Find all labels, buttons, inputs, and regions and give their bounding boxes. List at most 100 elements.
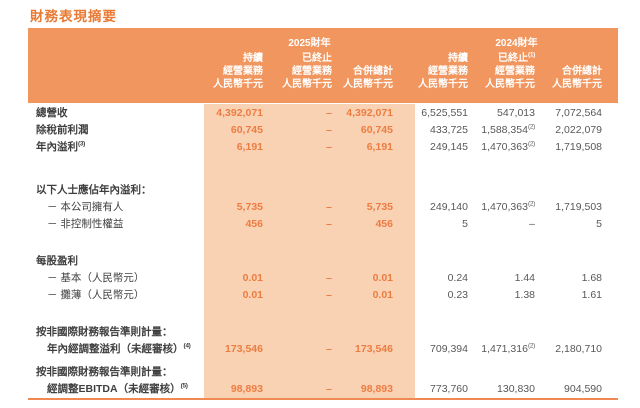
table-row: 經調整EBITDA（未經審核）(5) 98,893 – 98,893 773,7… xyxy=(28,381,618,398)
cell-fy2024-continuing: 773,760 xyxy=(430,383,468,395)
cell-fy2024-continuing: 709,394 xyxy=(430,343,468,355)
spacer-row xyxy=(28,156,618,182)
cell-fy2024-continuing: 6,525,551 xyxy=(421,107,468,119)
section-header-row: 每股盈利 xyxy=(28,253,618,270)
row-label: 年內溢利(3) xyxy=(36,140,86,153)
cell-fy2025-continuing: 5,735 xyxy=(236,201,263,213)
row-label: － 本公司擁有人 xyxy=(47,201,124,213)
cell-fy2024-continuing: 249,140 xyxy=(430,201,468,213)
cell-fy2025-discontinued: – xyxy=(326,218,332,230)
cell-fy2025-total: 98,893 xyxy=(360,383,393,395)
cell-fy2025-continuing: 6,191 xyxy=(236,141,263,153)
column-header-row: 持續 經營業務 人民幣千元 已終止 經營業務 人民幣千元 合併總計 人民幣千元 … xyxy=(28,52,618,91)
section-label: 按非國際財務報告準則計量： xyxy=(36,326,173,338)
section-header-row: 按非國際財務報告準則計量： xyxy=(28,324,618,341)
column-header-label-spacer xyxy=(28,52,204,91)
cell-fy2024-discontinued: 1,470,363(2) xyxy=(481,140,535,153)
spacer-row xyxy=(28,233,618,253)
row-label: － 基本（人民幣元） xyxy=(47,272,145,284)
table-row: 年內溢利(3) 6,191 – 6,191 249,145 1,470,363(… xyxy=(28,139,618,156)
table-row: － 非控制性權益 456 – 456 5 – 5 xyxy=(28,216,618,233)
financial-summary-table: 2025財年 2024財年 持續 經營業務 人民幣千元 已終止 經營業務 人民幣… xyxy=(28,28,618,400)
spacer-row xyxy=(28,304,618,324)
column-header-fy2024-continuing: 持續 經營業務 人民幣千元 xyxy=(418,53,468,90)
column-header-fy2025-discontinued: 已終止 經營業務 人民幣千元 xyxy=(282,53,332,90)
row-label: 年內經調整溢利（未經審核）(4) xyxy=(47,342,191,355)
cell-fy2024-total: 1.61 xyxy=(581,289,602,301)
row-label: 經調整EBITDA（未經審核）(5) xyxy=(47,382,188,395)
cell-fy2025-continuing: 0.01 xyxy=(242,289,263,301)
cell-fy2025-discontinued: – xyxy=(326,383,332,395)
column-header-fy2024-discontinued: 已終止(1) 經營業務 人民幣千元 xyxy=(485,51,535,90)
section-header-row: 按非國際財務報告準則計量： xyxy=(28,364,618,381)
cell-fy2025-continuing: 173,546 xyxy=(225,343,263,355)
cell-fy2024-discontinued: 1.44 xyxy=(514,272,535,284)
table-body: 總營收 4,392,071 – 4,392,071 6,525,551 547,… xyxy=(28,105,618,398)
column-header-fy2025-total: 合併總計 人民幣千元 xyxy=(343,66,393,90)
cell-fy2024-total: 5 xyxy=(596,218,602,230)
cell-fy2024-total: 1.68 xyxy=(581,272,602,284)
highlight-column-fy2025 xyxy=(204,104,415,398)
table-row: 年內經調整溢利（未經審核）(4) 173,546 – 173,546 709,3… xyxy=(28,341,618,358)
cell-fy2025-discontinued: – xyxy=(326,272,332,284)
table-row: － 攤薄（人民幣元） 0.01 – 0.01 0.23 1.38 1.61 xyxy=(28,287,618,304)
row-label: － 攤薄（人民幣元） xyxy=(47,289,145,301)
year-header-row: 2025財年 2024財年 xyxy=(28,36,618,52)
table-header: 2025財年 2024財年 持續 經營業務 人民幣千元 已終止 經營業務 人民幣… xyxy=(28,28,618,103)
section-label: 以下人士應佔年內溢利： xyxy=(36,184,152,196)
header-fy2025: 2025財年 xyxy=(288,38,331,49)
table-row: 除稅前利潤 60,745 – 60,745 433,725 1,588,354(… xyxy=(28,122,618,139)
cell-fy2025-continuing: 4,392,071 xyxy=(216,107,263,119)
header-fy2024: 2024財年 xyxy=(495,38,538,49)
cell-fy2024-total: 2,180,710 xyxy=(555,343,602,355)
table-row: － 本公司擁有人 5,735 – 5,735 249,140 1,470,363… xyxy=(28,199,618,216)
cell-fy2024-discontinued: – xyxy=(529,218,535,230)
cell-fy2025-total: 0.01 xyxy=(372,289,393,301)
page-title: 財務表現摘要 xyxy=(30,9,117,24)
table-row: 總營收 4,392,071 – 4,392,071 6,525,551 547,… xyxy=(28,105,618,122)
cell-fy2025-continuing: 0.01 xyxy=(242,272,263,284)
cell-fy2024-total: 1,719,503 xyxy=(555,201,602,213)
cell-fy2024-total: 2,022,079 xyxy=(555,124,602,136)
section-header-row: 以下人士應佔年內溢利： xyxy=(28,182,618,199)
row-label: 除稅前利潤 xyxy=(36,124,89,136)
column-header-fy2025-continuing: 持續 經營業務 人民幣千元 xyxy=(213,53,263,90)
cell-fy2024-total: 1,719,508 xyxy=(555,141,602,153)
cell-fy2025-discontinued: – xyxy=(326,289,332,301)
table-bottom-border xyxy=(28,398,618,400)
cell-fy2025-discontinued: – xyxy=(326,107,332,119)
section-label: 每股盈利 xyxy=(36,255,78,267)
cell-fy2025-continuing: 60,745 xyxy=(230,124,263,136)
row-label: 總營收 xyxy=(36,107,68,119)
cell-fy2024-total: 7,072,564 xyxy=(555,107,602,119)
section-label: 按非國際財務報告準則計量： xyxy=(36,366,173,378)
cell-fy2025-continuing: 456 xyxy=(245,218,263,230)
cell-fy2024-total: 904,590 xyxy=(564,383,602,395)
cell-fy2024-discontinued: 1,588,354(2) xyxy=(481,123,535,136)
cell-fy2025-discontinued: – xyxy=(326,201,332,213)
cell-fy2025-total: 4,392,071 xyxy=(346,107,393,119)
cell-fy2025-discontinued: – xyxy=(326,141,332,153)
cell-fy2024-discontinued: 1,470,363(2) xyxy=(481,200,535,213)
cell-fy2024-continuing: 249,145 xyxy=(430,141,468,153)
cell-fy2025-continuing: 98,893 xyxy=(230,383,263,395)
cell-fy2024-discontinued: 130,830 xyxy=(497,383,535,395)
table-row: － 基本（人民幣元） 0.01 – 0.01 0.24 1.44 1.68 xyxy=(28,270,618,287)
row-label: － 非控制性權益 xyxy=(47,218,124,230)
cell-fy2024-discontinued: 1.38 xyxy=(514,289,535,301)
cell-fy2024-continuing: 0.24 xyxy=(447,272,468,284)
cell-fy2025-total: 6,191 xyxy=(366,141,393,153)
cell-fy2025-discontinued: – xyxy=(326,124,332,136)
column-header-fy2024-total: 合併總計 人民幣千元 xyxy=(552,66,602,90)
cell-fy2025-total: 5,735 xyxy=(366,201,393,213)
cell-fy2025-total: 173,546 xyxy=(355,343,393,355)
cell-fy2025-total: 456 xyxy=(375,218,393,230)
cell-fy2024-continuing: 433,725 xyxy=(430,124,468,136)
cell-fy2024-continuing: 5 xyxy=(462,218,468,230)
year-header-spacer xyxy=(28,36,204,52)
cell-fy2024-discontinued: 1,471,316(2) xyxy=(481,342,535,355)
cell-fy2024-continuing: 0.23 xyxy=(447,289,468,301)
cell-fy2025-total: 0.01 xyxy=(372,272,393,284)
cell-fy2025-discontinued: – xyxy=(326,343,332,355)
